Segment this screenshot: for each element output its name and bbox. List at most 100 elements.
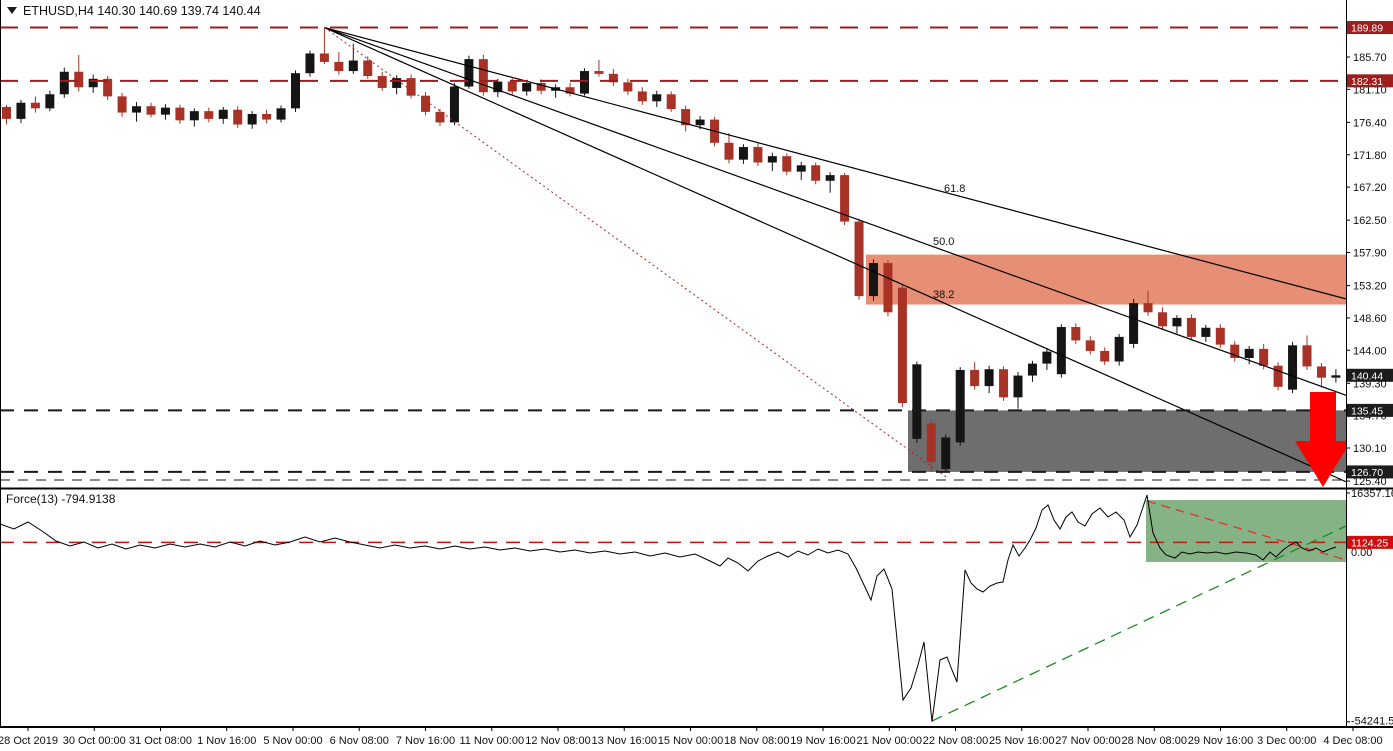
candle-body [652,94,662,102]
dotted-trendline[interactable] [324,27,949,479]
candle-body [276,108,286,120]
price-badge-label: 140.44 [1351,370,1383,382]
fib-fan-line[interactable] [324,26,1346,483]
candle-body [59,71,69,95]
date-label: 21 Nov 00:00 [857,735,922,747]
price-badge-label: 135.45 [1351,405,1383,417]
date-label: 3 Dec 00:00 [1257,735,1316,747]
support-zone[interactable] [908,410,1346,472]
candle-body [305,53,315,74]
candle-body [1129,303,1139,344]
candle-body [30,102,40,109]
candle-body [522,83,532,92]
candle-body [175,107,185,121]
price-badge [1347,74,1393,88]
candle-body [435,111,445,123]
indicator-tick-label: 0.00 [1351,547,1372,559]
date-label: 7 Nov 16:00 [396,735,455,747]
candle-body [738,147,748,160]
fib-fan-line[interactable] [324,26,1346,300]
price-badge [1347,368,1393,382]
candle-body [449,86,459,123]
candle-body [753,147,763,163]
date-label: 1 Nov 16:00 [197,735,256,747]
date-label: 28 Oct 2019 [0,735,58,747]
price-tick-label: 171.80 [1353,150,1387,162]
candle-body [1114,336,1124,362]
symbol-dropdown-icon[interactable] [7,7,17,14]
price-tick-label: 144.00 [1353,345,1387,357]
panel-borders [0,0,1393,728]
price-tick-label: 153.20 [1353,281,1387,293]
candle-body [1302,345,1312,367]
fib-fan-line[interactable] [324,26,1346,396]
price-tick-label: 181.10 [1353,84,1387,96]
date-label: 27 Nov 00:00 [1055,735,1120,747]
candle-body [1186,317,1196,337]
candle-body [565,87,575,94]
candle-body [854,221,864,297]
candlestick-series [2,27,1341,472]
candle-body [1230,344,1240,358]
candle-body [941,437,951,470]
candle-body [724,142,734,160]
main-chart-panel[interactable]: 61.8 50.0 38.2 [0,26,1351,487]
price-tick-label: 157.90 [1353,248,1387,260]
candle-body [1085,340,1095,351]
price-tick-label: 185.70 [1353,52,1387,64]
price-badge-label: 189.89 [1351,23,1383,35]
candle-body [970,369,980,387]
candle-body [883,263,893,313]
candle-body [74,71,84,88]
price-badge-label: 126.70 [1351,467,1383,479]
candle-body [1288,345,1298,390]
fib-fan-label: 50.0 [933,236,954,248]
candle-body [984,369,994,387]
candle-body [623,82,633,92]
date-label: 13 Nov 16:00 [592,735,657,747]
price-tick-label: 162.50 [1353,215,1387,227]
resistance-zone[interactable] [866,254,1346,305]
candle-body [695,119,705,126]
force-index-line [0,494,1337,722]
candle-body [233,109,243,125]
candle-body [103,78,113,97]
indicator-tick-label: -54241.54 [1351,716,1393,728]
indicator-tick-label: 16357.16 [1351,488,1393,500]
candle-body [1316,366,1326,378]
date-label: 4 Dec 08:00 [1323,735,1382,747]
candle-body [507,81,517,92]
fib-fan-label: 61.8 [944,183,965,195]
candle-body [1273,365,1283,387]
date-label: 22 Nov 08:00 [923,735,988,747]
candle-body [1042,351,1052,364]
time-axis[interactable]: 28 Oct 2019 30 Oct 00:00 31 Oct 08:00 1 Nov… [0,727,1383,747]
date-label: 15 Nov 00:00 [658,735,723,747]
candle-body [117,96,127,113]
candle-body [1143,303,1153,313]
indicator-panel[interactable] [0,494,1346,722]
date-label: 28 Nov 08:00 [1122,735,1187,747]
candle-body [319,53,329,62]
ascending-trendline[interactable] [931,525,1346,722]
date-label: 5 Nov 00:00 [263,735,322,747]
descending-trendline[interactable] [1146,500,1346,561]
candle-body [1244,348,1254,358]
candle-body [912,364,922,439]
date-label: 19 Nov 16:00 [790,735,855,747]
candle-body [247,113,257,125]
candle-body [132,106,142,113]
candle-body [204,111,214,119]
price-tick-label: 148.60 [1353,313,1387,325]
indicator-axis[interactable]: 16357.16 0.00 -54241.54 1124.25 [1346,488,1393,728]
candle-body [1331,375,1341,378]
price-badge [1347,465,1393,479]
candle-body [334,61,344,72]
candle-body [421,95,431,112]
candle-body [897,287,907,403]
price-tick-label: 130.10 [1353,443,1387,455]
down-arrow[interactable] [1295,392,1351,487]
price-axis[interactable]: 185.70 181.10 176.40 171.80 167.20 162.50 157.… [1346,21,1393,488]
